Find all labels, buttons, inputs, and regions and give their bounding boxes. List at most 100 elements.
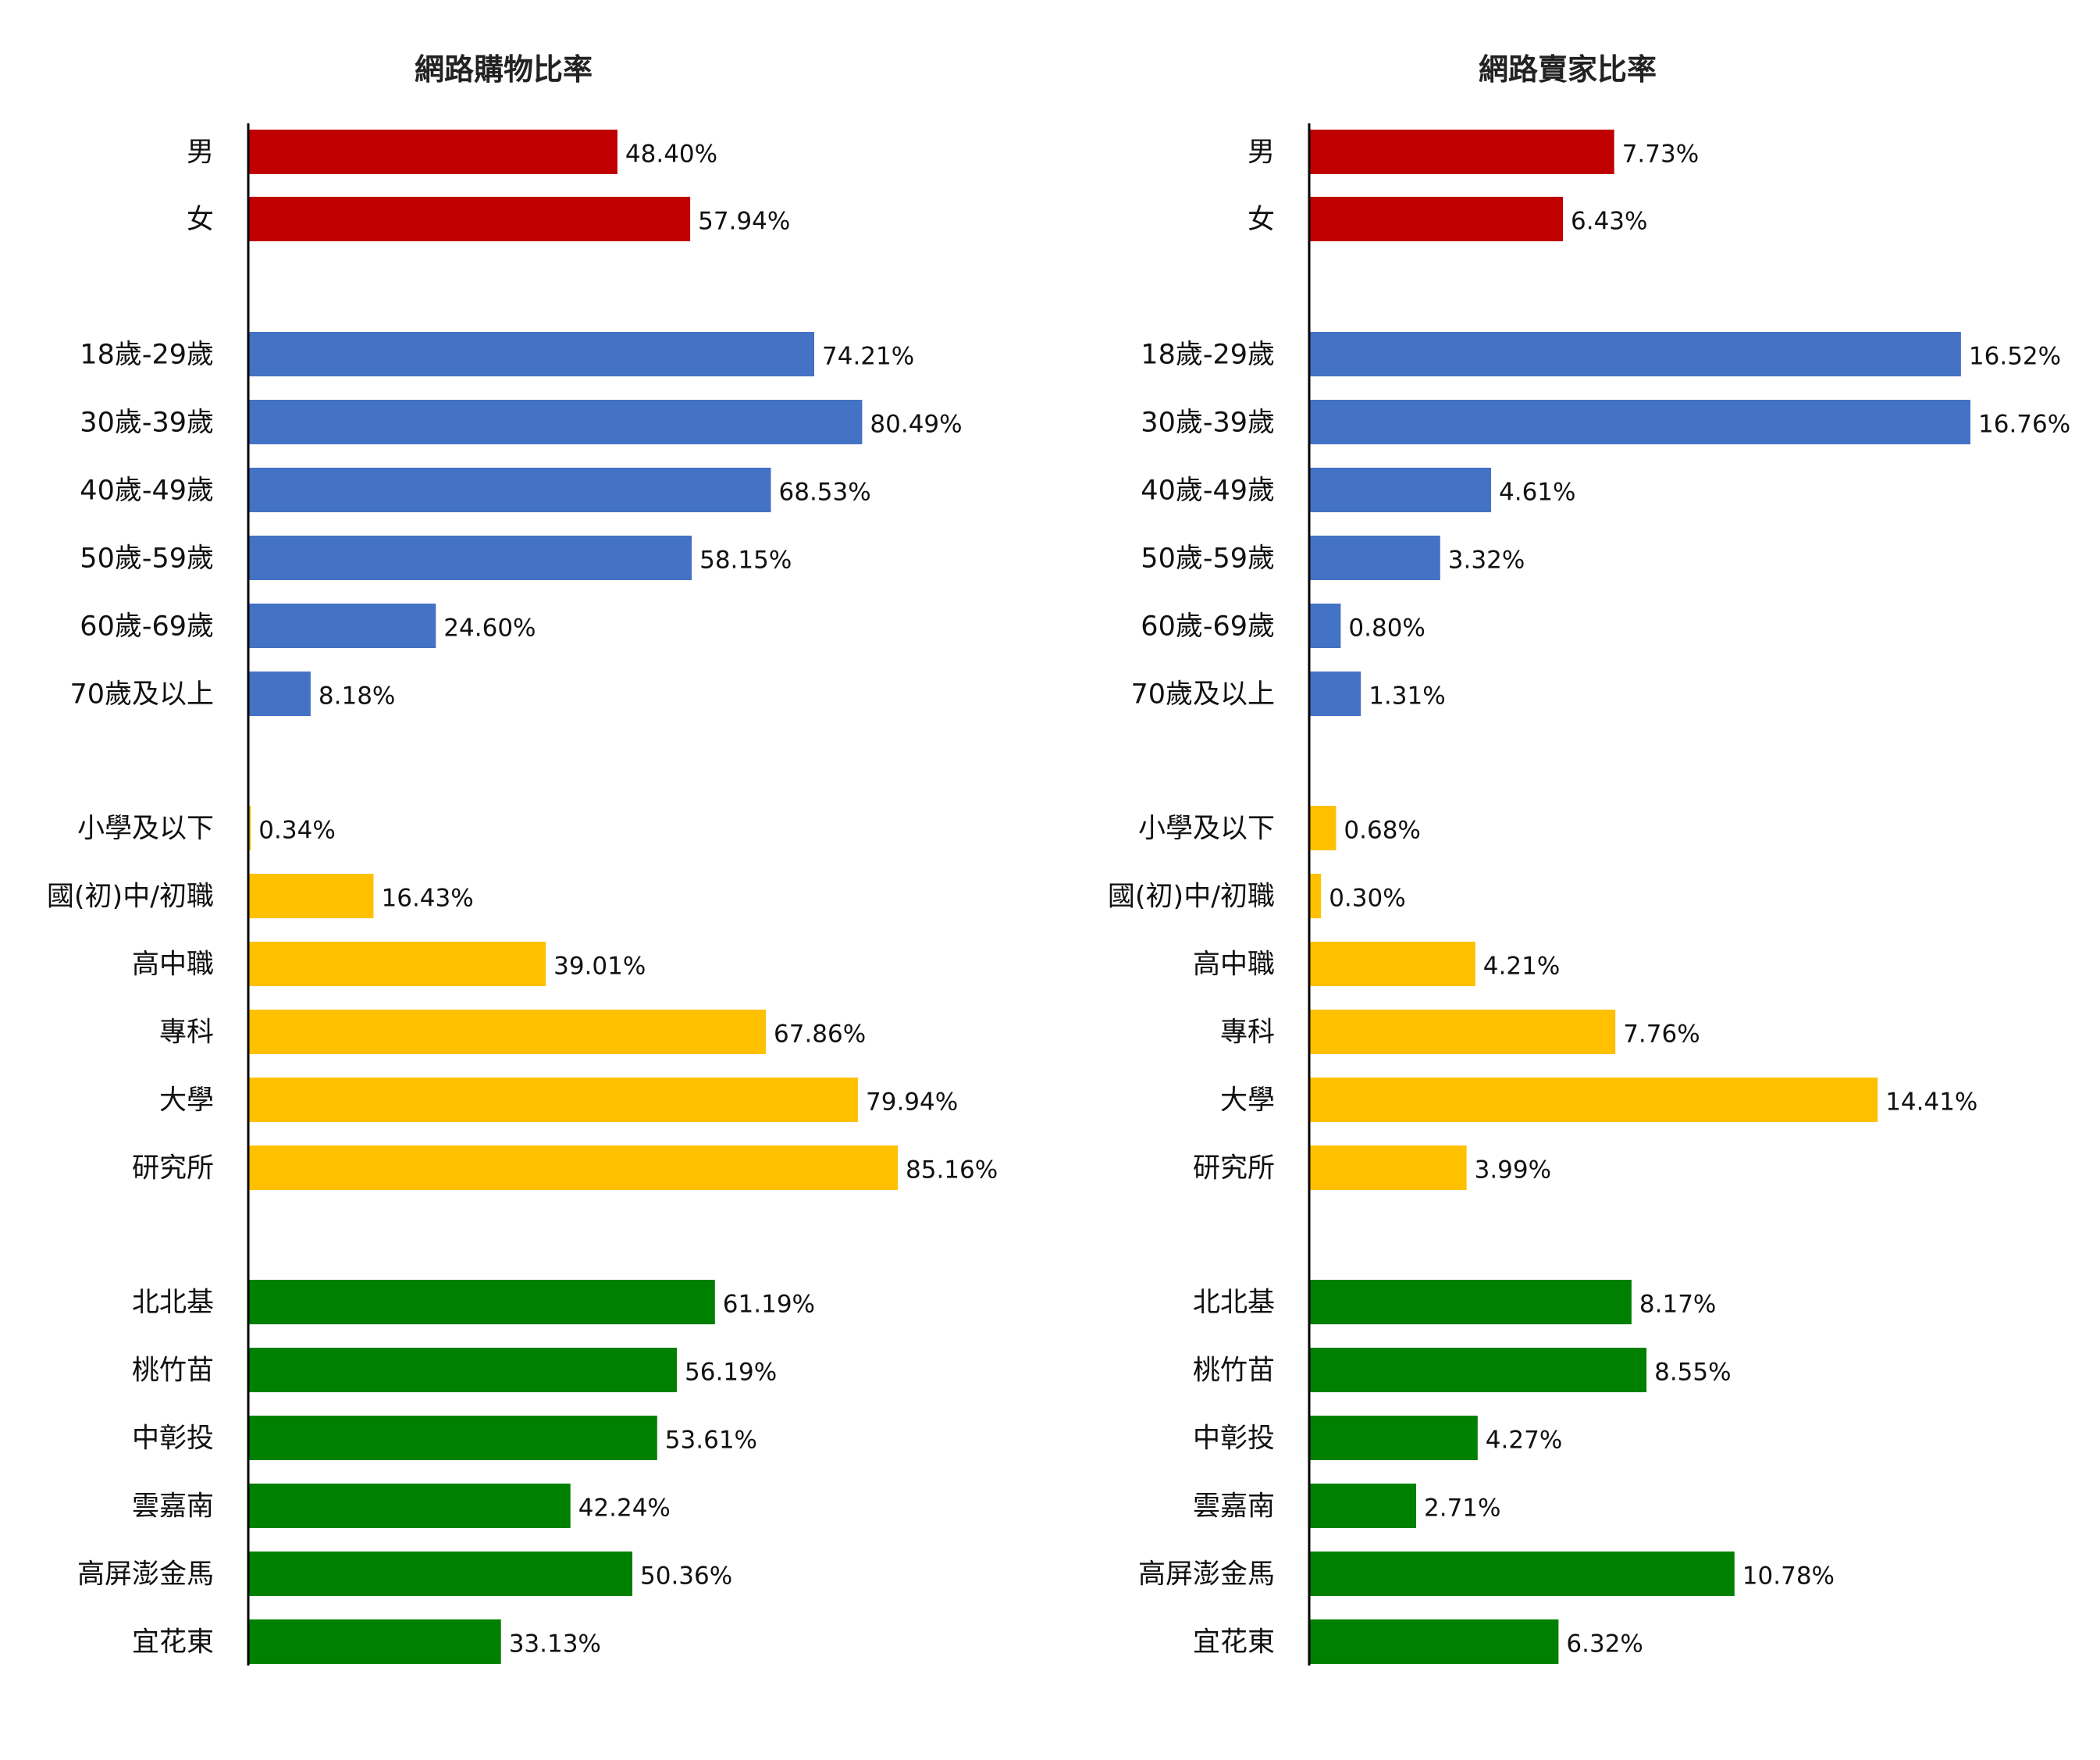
- category-label: 30歲-39歲: [1141, 408, 1275, 439]
- value-label: 0.68%: [1344, 817, 1420, 845]
- category-label: 中彰投: [1193, 1423, 1275, 1455]
- value-label: 0.80%: [1348, 615, 1425, 643]
- category-label: 60歲-69歲: [1141, 611, 1275, 643]
- bar-3: [1309, 332, 1961, 376]
- bar-11: [1309, 942, 1475, 986]
- bar-3: [248, 332, 814, 376]
- value-label: 85.16%: [906, 1156, 998, 1185]
- value-label: 3.99%: [1475, 1156, 1551, 1185]
- category-label: 男: [1248, 137, 1275, 169]
- category-label: 北北基: [1193, 1288, 1275, 1319]
- value-label: 48.40%: [625, 141, 717, 169]
- bar-8: [248, 672, 311, 716]
- bar-5: [248, 468, 771, 512]
- bar-10: [248, 874, 374, 918]
- bar-13: [248, 1078, 858, 1122]
- bar-18: [1309, 1484, 1416, 1528]
- category-label: 專科: [1220, 1017, 1275, 1049]
- bar-15: [1309, 1280, 1632, 1324]
- category-label: 小學及以下: [77, 814, 214, 845]
- bar-20: [1309, 1619, 1559, 1664]
- bar-6: [248, 536, 692, 580]
- value-label: 3.32%: [1448, 547, 1525, 575]
- value-label: 8.55%: [1654, 1359, 1731, 1387]
- bar-16: [248, 1348, 677, 1392]
- category-label: 桃竹苗: [132, 1356, 214, 1387]
- bar-1: [248, 130, 618, 174]
- category-label: 研究所: [1193, 1153, 1275, 1185]
- category-label: 宜花東: [132, 1627, 214, 1658]
- value-label: 0.34%: [258, 817, 335, 845]
- category-label: 高屏澎金馬: [77, 1559, 214, 1591]
- bar-10: [1309, 874, 1322, 918]
- value-label: 58.15%: [699, 547, 792, 575]
- bar-17: [1309, 1416, 1478, 1460]
- bar-5: [1309, 468, 1491, 512]
- value-label: 57.94%: [698, 208, 790, 236]
- value-label: 1.31%: [1369, 682, 1445, 711]
- category-label: 40歲-49歲: [80, 476, 214, 507]
- category-label: 男: [187, 137, 214, 169]
- category-label: 大學: [159, 1085, 214, 1117]
- value-label: 56.19%: [685, 1359, 777, 1387]
- value-label: 61.19%: [723, 1291, 815, 1319]
- category-label: 70歲及以上: [69, 679, 214, 711]
- category-label: 宜花東: [1193, 1627, 1275, 1658]
- value-label: 7.76%: [1623, 1021, 1700, 1049]
- category-label: 70歲及以上: [1130, 679, 1275, 711]
- bar-4: [1309, 400, 1970, 444]
- chart-title: 網路購物比率: [415, 52, 593, 87]
- category-label: 大學: [1220, 1085, 1275, 1117]
- bar-12: [248, 1010, 766, 1054]
- bar-4: [248, 400, 863, 444]
- category-label: 國(初)中/初職: [1108, 882, 1275, 913]
- category-label: 專科: [159, 1017, 214, 1049]
- bar-6: [1309, 536, 1440, 580]
- bar-7: [248, 604, 436, 648]
- value-label: 16.76%: [1978, 411, 2070, 439]
- bar-8: [1309, 672, 1361, 716]
- bar-2: [1309, 197, 1563, 241]
- value-label: 4.61%: [1499, 479, 1575, 507]
- value-label: 80.49%: [870, 411, 962, 439]
- value-label: 16.43%: [382, 885, 474, 913]
- category-label: 40歲-49歲: [1141, 476, 1275, 507]
- bar-13: [1309, 1078, 1878, 1122]
- value-label: 7.73%: [1622, 141, 1699, 169]
- category-label: 北北基: [132, 1288, 214, 1319]
- value-label: 4.27%: [1486, 1427, 1562, 1455]
- category-label: 女: [1248, 205, 1275, 236]
- category-label: 50歲-59歲: [80, 543, 214, 575]
- value-label: 6.43%: [1571, 208, 1647, 236]
- value-label: 16.52%: [1969, 343, 2061, 371]
- value-label: 8.17%: [1639, 1291, 1716, 1319]
- value-label: 67.86%: [774, 1021, 866, 1049]
- value-label: 68.53%: [779, 479, 871, 507]
- category-label: 30歲-39歲: [80, 408, 214, 439]
- category-label: 18歲-29歲: [1141, 340, 1275, 371]
- bar-14: [1309, 1145, 1467, 1190]
- value-label: 8.18%: [319, 682, 395, 711]
- value-label: 79.94%: [866, 1088, 958, 1117]
- category-label: 雲嘉南: [1193, 1491, 1275, 1523]
- category-label: 18歲-29歲: [80, 340, 214, 371]
- value-label: 50.36%: [640, 1562, 732, 1591]
- category-label: 高中職: [1193, 949, 1275, 981]
- bar-19: [248, 1552, 632, 1596]
- value-label: 10.78%: [1742, 1562, 1835, 1591]
- bar-16: [1309, 1348, 1647, 1392]
- category-label: 研究所: [132, 1153, 214, 1185]
- bar-7: [1309, 604, 1341, 648]
- value-label: 74.21%: [822, 343, 914, 371]
- value-label: 0.30%: [1329, 885, 1405, 913]
- value-label: 24.60%: [443, 615, 536, 643]
- category-label: 小學及以下: [1138, 814, 1275, 845]
- bar-15: [248, 1280, 715, 1324]
- value-label: 42.24%: [578, 1495, 671, 1523]
- category-label: 女: [187, 205, 214, 236]
- value-label: 33.13%: [509, 1630, 601, 1658]
- value-label: 53.61%: [665, 1427, 757, 1455]
